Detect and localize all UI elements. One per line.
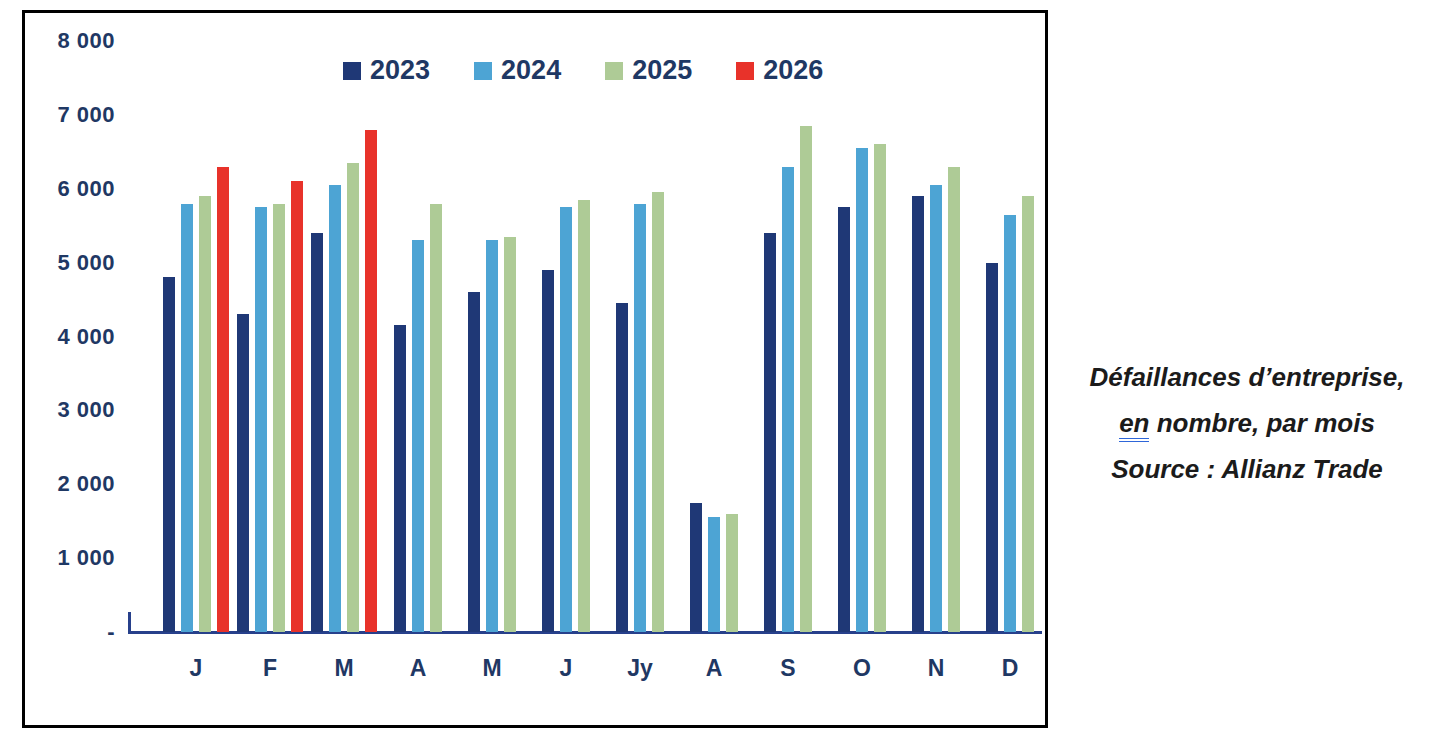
- caption-underlined-word: en: [1119, 408, 1149, 442]
- bar-2025-O9: [874, 144, 886, 632]
- bar-2024-N10: [930, 185, 942, 632]
- bar-2024-D11: [1004, 215, 1016, 632]
- legend-item-2023: 2023: [343, 55, 430, 86]
- bar-2025-S8: [800, 126, 812, 632]
- axis-origin-tick: [128, 612, 131, 632]
- legend-label: 2026: [763, 55, 823, 86]
- bar-2026-F1: [291, 181, 303, 632]
- chart-frame: 2023 2024 2025 2026 8 000 7 000 6 000 5 000 4 0…: [22, 10, 1048, 728]
- bar-2025-M2: [347, 163, 359, 632]
- bar-2024-O9: [856, 148, 868, 632]
- bar-2025-J0: [199, 196, 211, 632]
- bar-2023-J5: [542, 270, 554, 632]
- bar-2023-A3: [394, 325, 406, 632]
- legend-item-2025: 2025: [605, 55, 692, 86]
- caption-line-1: Défaillances d’entreprise,: [1072, 354, 1422, 400]
- y-axis-tick-label: 2 000: [31, 470, 115, 498]
- legend-label: 2024: [501, 55, 561, 86]
- y-axis-tick-label: 4 000: [31, 323, 115, 351]
- bar-2023-J0: [163, 277, 175, 632]
- bar-2026-J0: [217, 167, 229, 632]
- chart-caption: Défaillances d’entreprise, en nombre, pa…: [1072, 354, 1422, 492]
- legend-swatch-icon: [736, 62, 754, 80]
- bar-2025-A7: [726, 514, 738, 632]
- x-axis-month-label: D: [978, 655, 1042, 682]
- bar-2025-F1: [273, 204, 285, 632]
- bar-2023-F1: [237, 314, 249, 632]
- y-axis-tick-label: 8 000: [31, 27, 115, 55]
- chart-legend: 2023 2024 2025 2026: [343, 55, 823, 86]
- legend-swatch-icon: [343, 62, 361, 80]
- bar-2026-M2: [365, 130, 377, 632]
- bar-2024-A3: [412, 240, 424, 632]
- x-axis-month-label: N: [904, 655, 968, 682]
- legend-swatch-icon: [474, 62, 492, 80]
- bar-2023-D11: [986, 263, 998, 632]
- bar-2023-Jy6: [616, 303, 628, 632]
- bar-2024-J5: [560, 207, 572, 632]
- bar-2024-M4: [486, 240, 498, 632]
- legend-label: 2025: [632, 55, 692, 86]
- legend-label: 2023: [370, 55, 430, 86]
- y-axis-tick-label: -: [31, 618, 115, 646]
- bar-2025-J5: [578, 200, 590, 632]
- bar-2023-N10: [912, 196, 924, 632]
- bar-2025-D11: [1022, 196, 1034, 632]
- y-axis-tick-label: 6 000: [31, 175, 115, 203]
- screenshot-root: 2023 2024 2025 2026 8 000 7 000 6 000 5 000 4 0…: [0, 0, 1430, 752]
- bar-2025-N10: [948, 167, 960, 632]
- caption-line-2-rest: nombre, par mois: [1149, 408, 1374, 438]
- x-axis-month-label: O: [830, 655, 894, 682]
- bar-2025-A3: [430, 204, 442, 632]
- bar-2024-M2: [329, 185, 341, 632]
- legend-item-2024: 2024: [474, 55, 561, 86]
- x-axis-month-label: F: [238, 655, 302, 682]
- bar-2023-O9: [838, 207, 850, 632]
- x-axis-month-label: S: [756, 655, 820, 682]
- bar-2023-A7: [690, 503, 702, 632]
- bar-2024-F1: [255, 207, 267, 632]
- caption-source-line: Source : Allianz Trade: [1072, 446, 1422, 492]
- y-axis-tick-label: 3 000: [31, 396, 115, 424]
- x-axis-month-label: Jy: [608, 655, 672, 682]
- caption-line-2: en nombre, par mois: [1072, 400, 1422, 446]
- bar-2024-S8: [782, 167, 794, 632]
- y-axis-tick-label: 5 000: [31, 249, 115, 277]
- legend-item-2026: 2026: [736, 55, 823, 86]
- x-axis-month-label: A: [682, 655, 746, 682]
- bar-2023-M2: [311, 233, 323, 632]
- bar-2025-M4: [504, 237, 516, 632]
- x-axis-month-label: M: [460, 655, 524, 682]
- bar-2023-S8: [764, 233, 776, 632]
- x-axis-month-label: J: [164, 655, 228, 682]
- bar-2023-M4: [468, 292, 480, 632]
- y-axis-tick-label: 7 000: [31, 101, 115, 129]
- y-axis-tick-label: 1 000: [31, 544, 115, 572]
- legend-swatch-icon: [605, 62, 623, 80]
- x-axis-month-label: M: [312, 655, 376, 682]
- x-axis-month-label: A: [386, 655, 450, 682]
- bar-2025-Jy6: [652, 192, 664, 632]
- bar-2024-A7: [708, 517, 720, 632]
- x-axis-month-label: J: [534, 655, 598, 682]
- bar-2024-J0: [181, 204, 193, 632]
- bar-2024-Jy6: [634, 204, 646, 632]
